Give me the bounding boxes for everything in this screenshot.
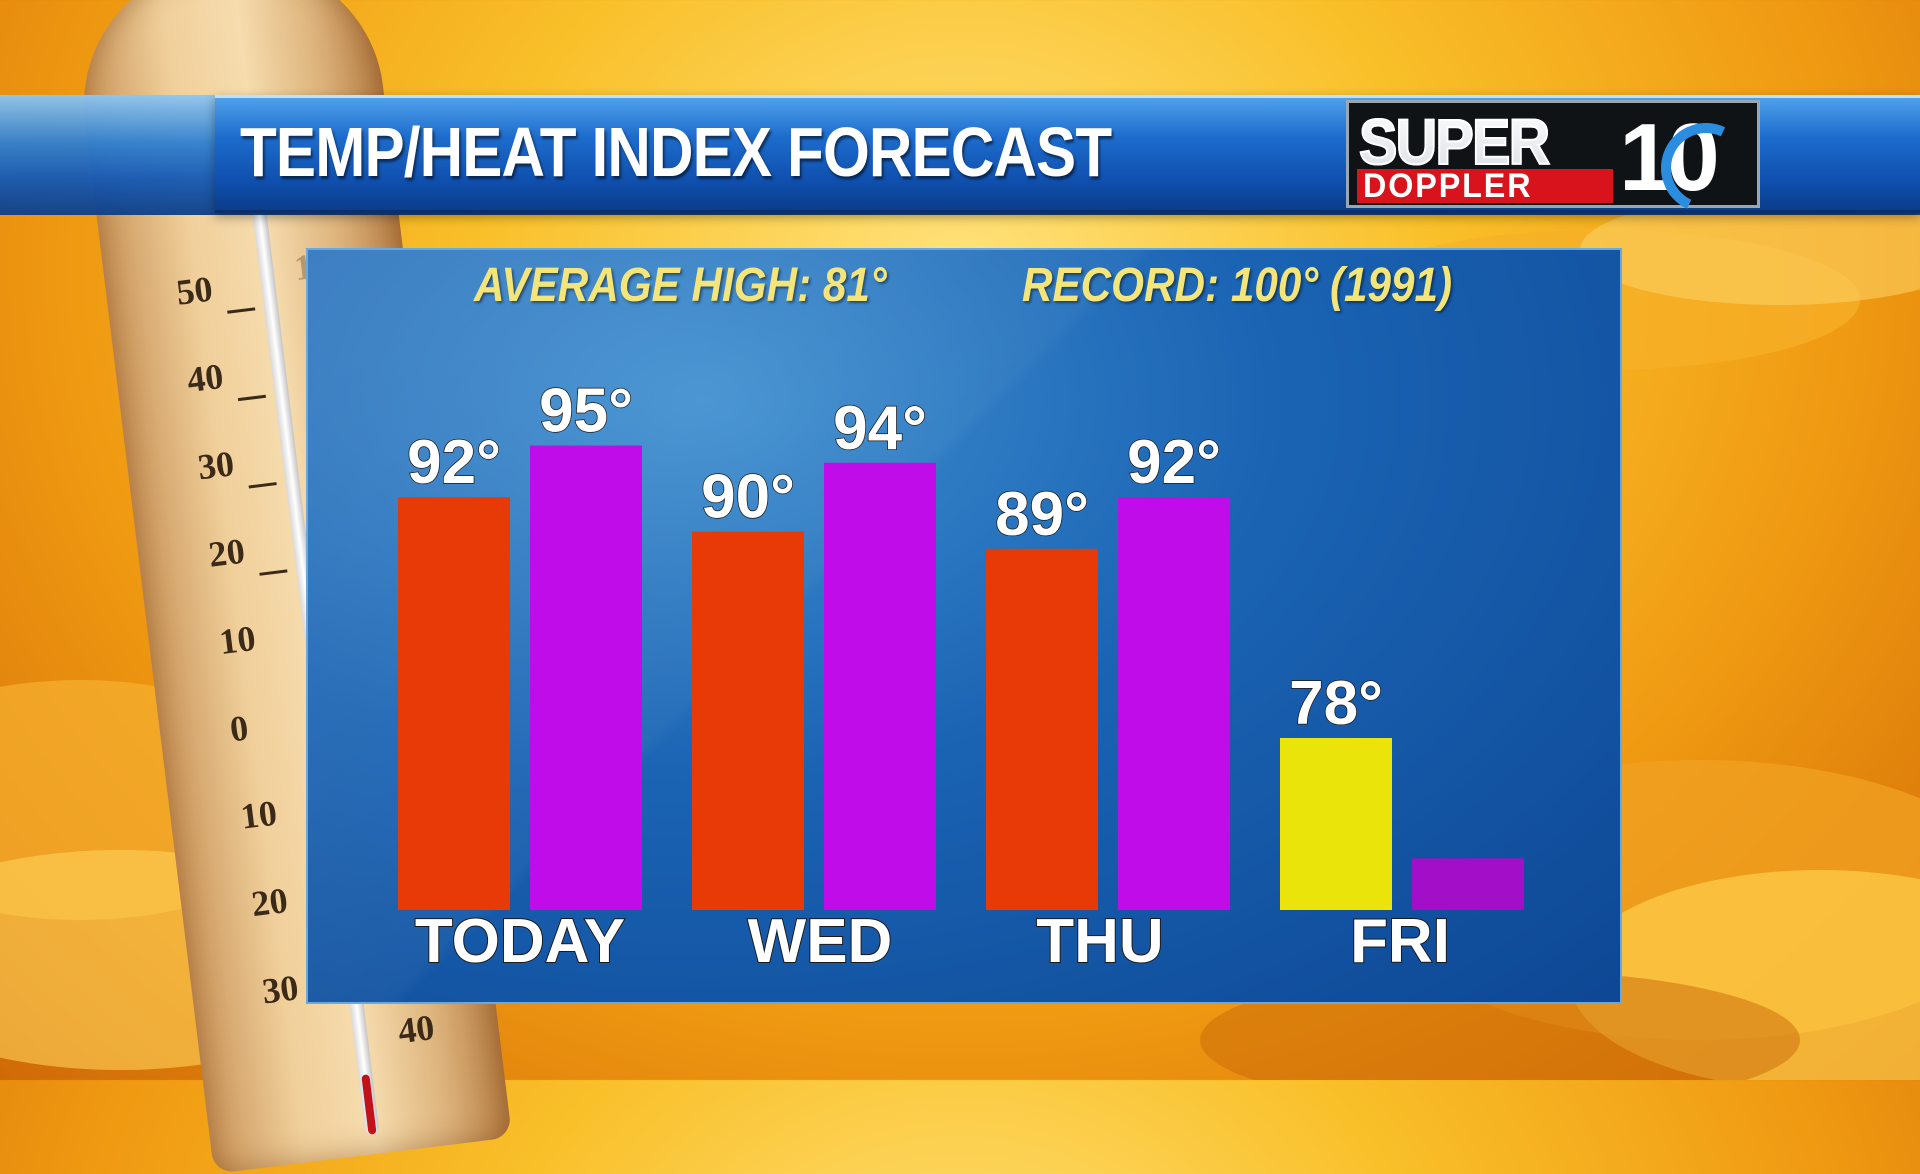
category-label-fri: FRI [1350, 907, 1450, 976]
heat-index-bar-wed [824, 462, 936, 910]
heat-index-bar-fri [1412, 858, 1524, 910]
chart-panel [306, 248, 1622, 1004]
heat-index-bar-today [530, 445, 642, 910]
heat-index-value-label-thu: 92° [1127, 428, 1221, 497]
temp-bar-thu [986, 548, 1098, 910]
logo-super-text: SUPER [1358, 105, 1551, 179]
heat-index-value-label-today: 95° [539, 377, 633, 446]
temp-bar-today [398, 497, 510, 910]
temp-value-label-today: 92° [407, 428, 501, 497]
temp-value-label-wed: 90° [701, 463, 795, 532]
temp-bar-wed [692, 531, 804, 910]
logo-channel-number: 10 [1619, 104, 1720, 211]
heat-index-value-label-wed: 94° [833, 394, 927, 463]
logo-doppler-text: DOPPLER [1363, 167, 1533, 205]
category-label-thu: THU [1036, 907, 1163, 976]
heat-index-bar-thu [1118, 497, 1230, 910]
category-label-wed: WED [748, 907, 893, 976]
station-logo: SUPER DOPPLER 10 [1346, 100, 1764, 226]
temp-value-label-fri: 78° [1289, 669, 1383, 738]
average-high-label: AVERAGE HIGH: 81° [474, 259, 887, 312]
temp-value-label-thu: 89° [995, 480, 1089, 549]
bar-chart: 92° 95° TODAY 90° 94° WED 89° 92° THU 78° FRI [398, 376, 1524, 977]
category-label-today: TODAY [415, 907, 625, 976]
record-label: RECORD: 100° (1991) [1022, 259, 1453, 312]
thermometer-mercury [361, 1074, 377, 1135]
temp-bar-fri [1280, 738, 1392, 910]
page-title: TEMP/HEAT INDEX FORECAST [240, 113, 1112, 191]
panel-sheen [308, 250, 1620, 1002]
logo-red-band [1357, 169, 1613, 203]
